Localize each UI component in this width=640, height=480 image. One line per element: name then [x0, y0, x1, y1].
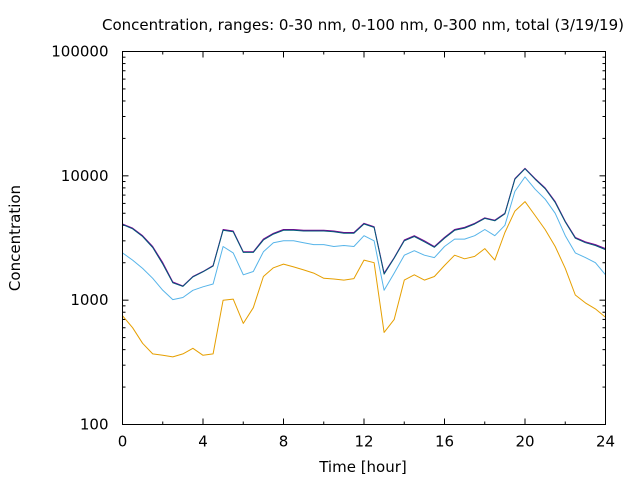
series-group: [122, 167, 606, 358]
y-tick-label: 10000: [61, 167, 109, 185]
series-line-3: [122, 176, 606, 301]
x-tick-label: 0: [118, 433, 128, 451]
y-axis-label: Concentration: [6, 185, 24, 291]
y-tick-label: 100000: [51, 43, 108, 61]
y-tick-label: 100: [80, 416, 109, 434]
plot-frame: [122, 51, 606, 425]
series-line-4: [122, 201, 606, 358]
series-line-2: [122, 168, 606, 287]
y-tick-label: 1000: [70, 291, 108, 309]
chart-title: Concentration, ranges: 0-30 nm, 0-100 nm…: [102, 16, 624, 34]
x-tick-label: 24: [596, 433, 615, 451]
axis-ticks: 0 4 8 12 16 20 24 100 1000 10000 100000: [51, 43, 615, 451]
x-tick-label: 20: [515, 433, 534, 451]
x-tick-label: 4: [198, 433, 208, 451]
x-tick-label: 12: [354, 433, 373, 451]
x-tick-label: 16: [435, 433, 454, 451]
x-axis-label: Time [hour]: [318, 458, 407, 476]
x-tick-label: 8: [279, 433, 289, 451]
